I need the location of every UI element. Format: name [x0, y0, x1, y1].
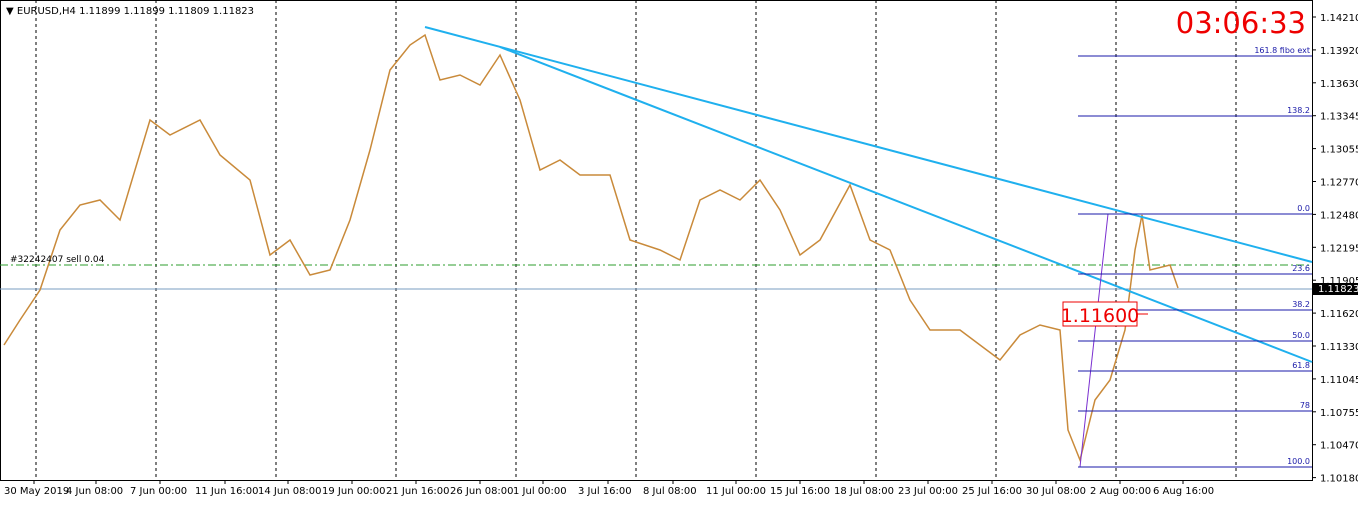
- price-label: 1.13345: [1320, 112, 1358, 123]
- fibo-label: 78: [1300, 401, 1310, 410]
- trend-line: [424, 26, 1313, 263]
- time-label: 11 Jun 16:00: [195, 486, 259, 497]
- time-label: 8 Jul 08:00: [643, 486, 697, 497]
- price-axis: 1.14210 1.13920 1.13630 1.13345 1.13055 1.127…: [1312, 13, 1358, 485]
- time-label: 18 Jul 08:00: [834, 486, 894, 497]
- chart-frame: [0, 0, 1313, 481]
- time-label: 1 Jul 00:00: [513, 486, 567, 497]
- fibo-label: 23.6: [1292, 264, 1310, 273]
- price-label: 1.12770: [1320, 178, 1358, 189]
- time-label: 30 Jul 08:00: [1026, 486, 1086, 497]
- time-label: 7 Jun 00:00: [130, 486, 187, 497]
- fibo-label: 0.0: [1297, 204, 1310, 213]
- price-path: [3, 33, 1179, 463]
- time-label: 25 Jul 16:00: [962, 486, 1022, 497]
- symbol: EURUSD,H4: [17, 6, 76, 17]
- time-label: 23 Jul 00:00: [898, 486, 958, 497]
- price-label: 1.10180: [1320, 474, 1358, 485]
- time-label: 26 Jun 08:00: [450, 486, 514, 497]
- price-label: 1.14210: [1320, 13, 1358, 24]
- time-label: 6 Aug 16:00: [1153, 486, 1214, 497]
- price-label: 1.13055: [1320, 145, 1358, 156]
- time-grid: [35, 0, 1237, 480]
- price-label: 1.10470: [1320, 441, 1358, 452]
- ohlc: 1.11899 1.11899 1.11809 1.11823: [79, 6, 254, 17]
- order-label: #32242407 sell 0.04: [10, 255, 105, 265]
- price-label: 1.11905: [1320, 276, 1358, 287]
- time-label: 3 Jul 16:00: [578, 486, 632, 497]
- fibo-label: 100.0: [1287, 457, 1310, 466]
- fibo-label: 138.2: [1287, 106, 1310, 115]
- time-label: 4 Jun 08:00: [66, 486, 123, 497]
- price-label: 1.13630: [1320, 79, 1358, 90]
- time-label: 21 Jun 16:00: [386, 486, 450, 497]
- fibo-label: 161.8 fibo ext: [1254, 46, 1310, 55]
- price-box-text: 1.11600: [1061, 305, 1140, 327]
- price-label: 1.11330: [1320, 342, 1358, 353]
- time-label: 15 Jul 16:00: [770, 486, 830, 497]
- time-label: 14 Jun 08:00: [258, 486, 322, 497]
- fibo-label: 50.0: [1292, 331, 1310, 340]
- price-label: 1.11045: [1320, 375, 1358, 386]
- fibo-levels: 161.8 fibo ext 138.2 0.0 23.6 38.2 50.0 61.8 78…: [1078, 46, 1312, 468]
- price-label: 1.12480: [1320, 210, 1358, 221]
- clock: 03:06:33: [1176, 6, 1306, 40]
- price-label: 1.11620: [1320, 309, 1358, 320]
- price-label: 1.12195: [1320, 243, 1358, 254]
- price-label: 1.13920: [1320, 46, 1358, 57]
- time-label: 19 Jun 00:00: [322, 486, 386, 497]
- fibo-label: 38.2: [1292, 300, 1310, 309]
- time-label: 30 May 2019: [4, 486, 69, 497]
- price-label: 1.10755: [1320, 408, 1358, 419]
- time-label: 11 Jul 00:00: [706, 486, 766, 497]
- current-price-bg: [1313, 283, 1358, 295]
- fibo-label: 61.8: [1292, 361, 1310, 370]
- current-price: 1.11823: [1318, 284, 1358, 295]
- symbol-label: ▼ EURUSD,H4 1.11899 1.11899 1.11809 1.11…: [6, 6, 254, 17]
- time-label: 2 Aug 00:00: [1090, 486, 1151, 497]
